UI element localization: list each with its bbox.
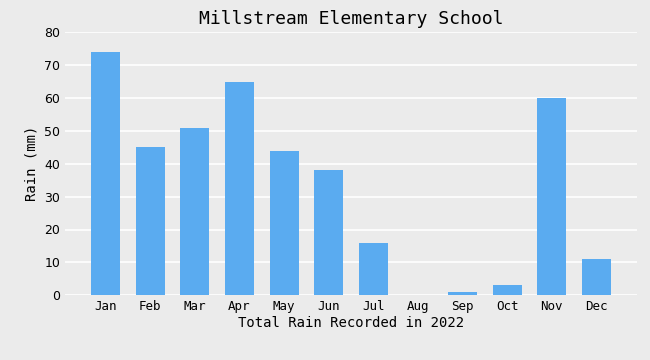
Bar xyxy=(270,150,298,295)
Bar xyxy=(314,170,343,295)
Bar xyxy=(359,243,388,295)
Bar xyxy=(582,259,611,295)
Bar xyxy=(91,52,120,295)
Bar xyxy=(448,292,477,295)
Title: Millstream Elementary School: Millstream Elementary School xyxy=(199,10,503,28)
Bar xyxy=(225,82,254,295)
Y-axis label: Rain (mm): Rain (mm) xyxy=(25,126,38,202)
Bar xyxy=(136,147,164,295)
Bar xyxy=(493,285,522,295)
Bar xyxy=(180,128,209,295)
X-axis label: Total Rain Recorded in 2022: Total Rain Recorded in 2022 xyxy=(238,316,464,330)
Bar xyxy=(538,98,566,295)
